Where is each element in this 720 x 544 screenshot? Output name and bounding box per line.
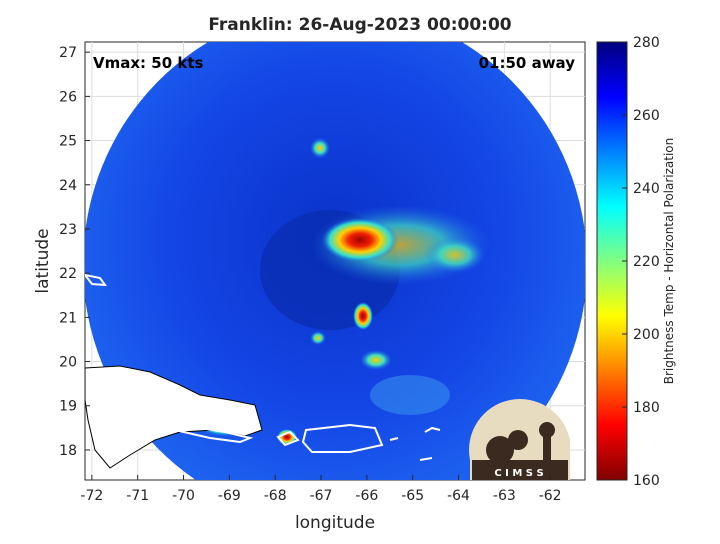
y-tick-label: 19 xyxy=(59,399,77,415)
colorbar-tick-label: 280 xyxy=(633,35,660,51)
y-tick-label: 20 xyxy=(59,355,77,371)
y-tick-label: 27 xyxy=(59,45,77,61)
colorbar-tick-label: 200 xyxy=(633,327,660,343)
logo-text: C I M S S xyxy=(494,468,543,479)
y-tick-label: 18 xyxy=(59,443,77,459)
colorbar-tick-label: 180 xyxy=(633,400,660,416)
x-tick-label: -65 xyxy=(401,488,424,504)
x-tick-label: -68 xyxy=(264,488,287,504)
x-tick-label: -66 xyxy=(355,488,378,504)
x-tick-label: -63 xyxy=(493,488,516,504)
colorbar-label: Brightness Temp - Horizontal Polarizatio… xyxy=(662,138,676,385)
x-tick-label: -70 xyxy=(172,488,195,504)
x-tick-label: -72 xyxy=(80,488,103,504)
x-tick-label: -71 xyxy=(126,488,149,504)
y-tick-label: 22 xyxy=(59,266,77,282)
x-tick-label: -67 xyxy=(310,488,333,504)
cimss-logo: C I M S S xyxy=(469,399,570,480)
colorbar-tick-label: 160 xyxy=(633,473,660,489)
x-tick-label: -64 xyxy=(447,488,470,504)
x-tick-label: -69 xyxy=(218,488,241,504)
annotation: Vmax: 50 kts xyxy=(93,54,203,72)
colorbar-tick-label: 260 xyxy=(633,108,660,124)
y-tick-label: 24 xyxy=(59,178,77,194)
y-tick-label: 23 xyxy=(59,222,77,238)
satellite-image xyxy=(85,42,585,480)
x-axis-label: longitude xyxy=(295,513,375,533)
colorbar-tick-label: 220 xyxy=(633,254,660,270)
y-tick-label: 26 xyxy=(59,89,77,105)
y-axis-label: latitude xyxy=(33,228,53,293)
annotation: 01:50 away xyxy=(479,54,576,72)
ticks: -72 -71 -70 -69 -68 -67 -66 -65 -64 -63 -62 18 19 20 2… xyxy=(59,35,660,504)
colorbar-tick-label: 240 xyxy=(633,181,660,197)
x-tick-label: -62 xyxy=(539,488,562,504)
y-tick-label: 21 xyxy=(59,310,77,326)
chart-title: Franklin: 26-Aug-2023 00:00:00 xyxy=(208,15,511,35)
y-tick-label: 25 xyxy=(59,134,77,150)
